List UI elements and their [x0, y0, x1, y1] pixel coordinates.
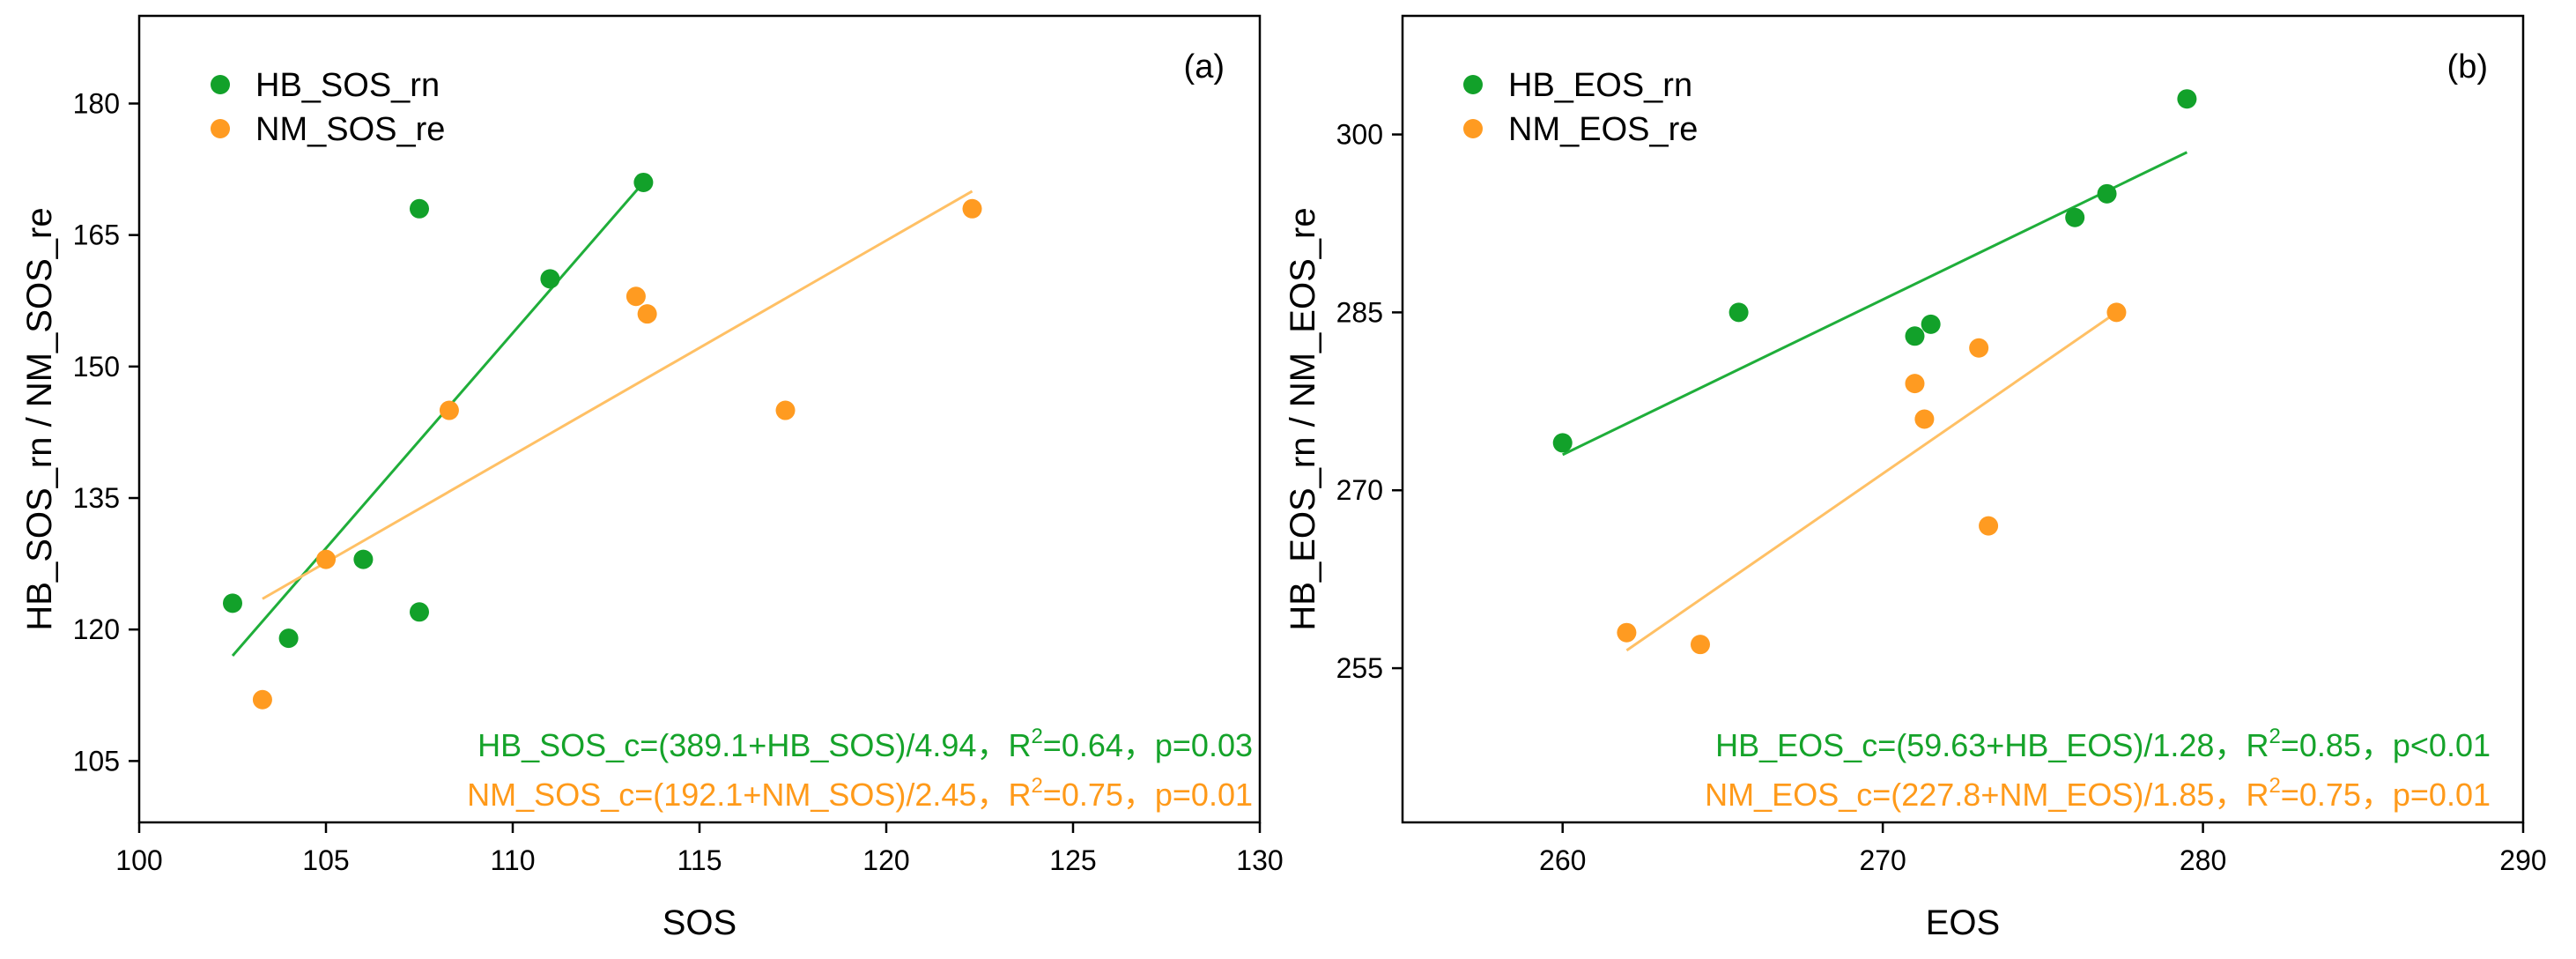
- data-point-nm: [625, 286, 646, 307]
- chart-panel-b: 260 270 280 290 255 270 285 300 EOS HB_EOS_rn / N…: [1284, 14, 2547, 942]
- equation-superscript: 2: [1031, 725, 1042, 748]
- data-point-hb: [1921, 314, 1941, 334]
- data-point-nm: [1617, 622, 1637, 643]
- fit-line-nm: [262, 190, 973, 600]
- data-point-hb: [633, 172, 654, 192]
- equation-text: =0.64，p=0.03: [1043, 727, 1253, 763]
- data-point-nm: [1914, 409, 1935, 429]
- legend-label-nm: NM_SOS_re: [255, 111, 445, 148]
- y-tick-label: 285: [1336, 296, 1383, 328]
- chart-panel-a: 100 105 110 115 120 125 130 105 120 135 150 165 180 S…: [20, 14, 1284, 942]
- y-tick-label: 105: [73, 745, 120, 777]
- y-axis-title: HB_EOS_rn / NM_EOS_re: [1284, 207, 1322, 630]
- y-tick-label: 300: [1336, 119, 1383, 151]
- x-tick-label: 105: [302, 844, 349, 876]
- data-point-hb: [223, 593, 242, 613]
- equation-text: =0.85，p<0.01: [2281, 727, 2491, 763]
- panel-label: (a): [1184, 48, 1225, 85]
- legend-label-hb: HB_EOS_rn: [1508, 67, 1692, 104]
- y-tick-label: 150: [73, 351, 120, 383]
- y-tick-label: 135: [73, 482, 120, 514]
- regression-equation-hb: HB_EOS_c=(59.63+HB_EOS)/1.28，R2=0.85，p<0…: [1715, 725, 2491, 763]
- y-tick-label: 270: [1336, 474, 1383, 506]
- x-axis-title: SOS: [663, 903, 737, 942]
- data-point-hb: [410, 602, 429, 622]
- data-point-hb: [410, 198, 429, 219]
- data-point-nm: [252, 689, 272, 710]
- data-point-nm: [2106, 302, 2127, 323]
- legend-marker-nm: [1463, 119, 1483, 138]
- fit-line-hb: [1562, 151, 2188, 457]
- data-point-nm: [962, 198, 982, 219]
- fit-line-hb: [231, 181, 645, 658]
- data-point-hb: [1905, 326, 1925, 346]
- data-point-nm: [1905, 374, 1925, 394]
- regression-equation-nm: NM_SOS_c=(192.1+NM_SOS)/2.45，R2=0.75，p=0…: [467, 774, 1253, 813]
- equation-superscript: 2: [1031, 774, 1042, 798]
- equation-text: NM_SOS_c=(192.1+NM_SOS)/2.45，R: [467, 777, 1031, 813]
- legend-label-hb: HB_SOS_rn: [255, 67, 440, 104]
- equation-superscript: 2: [2269, 774, 2280, 798]
- equation-superscript: 2: [2269, 725, 2280, 748]
- x-tick-label: 280: [2180, 844, 2226, 876]
- data-point-hb: [2065, 207, 2085, 227]
- y-axis-title: HB_SOS_rn / NM_SOS_re: [20, 207, 59, 630]
- equation-text: HB_SOS_c=(389.1+HB_SOS)/4.94，R: [477, 727, 1031, 763]
- x-axis-title: EOS: [1926, 903, 2000, 942]
- data-point-hb: [1728, 302, 1749, 323]
- data-point-nm: [775, 400, 796, 420]
- fit-line-nm: [1625, 311, 2118, 652]
- x-tick-label: 120: [862, 844, 909, 876]
- equation-text: =0.75，p=0.01: [1043, 777, 1253, 813]
- x-tick-label: 125: [1049, 844, 1096, 876]
- x-tick-label: 110: [490, 844, 535, 876]
- x-tick-label: 130: [1236, 844, 1283, 876]
- data-point-hb: [2097, 183, 2117, 204]
- data-point-hb: [2177, 89, 2197, 109]
- data-point-nm: [1979, 516, 1999, 536]
- data-point-nm: [1969, 338, 1989, 358]
- data-point-hb: [278, 628, 299, 649]
- data-point-hb: [353, 549, 374, 569]
- y-tick-label: 180: [73, 87, 120, 119]
- legend-marker-nm: [211, 119, 230, 138]
- data-point-nm: [1690, 635, 1710, 655]
- x-tick-label: 115: [677, 844, 722, 876]
- plot-frame: [1401, 14, 2525, 824]
- legend-marker-hb: [1463, 75, 1483, 94]
- regression-equation-nm: NM_EOS_c=(227.8+NM_EOS)/1.85，R2=0.75，p=0…: [1705, 774, 2491, 813]
- data-point-hb: [1552, 433, 1573, 453]
- x-tick-label: 270: [1859, 844, 1906, 876]
- panel-label: (b): [2447, 48, 2488, 85]
- y-tick-label: 165: [73, 219, 120, 251]
- regression-equation-hb: HB_SOS_c=(389.1+HB_SOS)/4.94，R2=0.64，p=0…: [477, 725, 1253, 763]
- equation-text: NM_EOS_c=(227.8+NM_EOS)/1.85，R: [1705, 777, 2269, 813]
- y-tick-label: 255: [1336, 652, 1383, 684]
- x-tick-label: 260: [1539, 844, 1586, 876]
- x-tick-label: 100: [115, 844, 162, 876]
- data-point-nm: [316, 549, 336, 569]
- equation-text: =0.75，p=0.01: [2281, 777, 2491, 813]
- legend-marker-hb: [211, 75, 230, 94]
- equation-text: HB_EOS_c=(59.63+HB_EOS)/1.28，R: [1715, 727, 2269, 763]
- data-point-nm: [637, 304, 657, 324]
- x-tick-label: 290: [2499, 844, 2546, 876]
- y-tick-label: 120: [73, 613, 120, 645]
- data-point-hb: [540, 269, 560, 289]
- data-point-nm: [439, 400, 459, 420]
- legend-label-nm: NM_EOS_re: [1508, 111, 1698, 148]
